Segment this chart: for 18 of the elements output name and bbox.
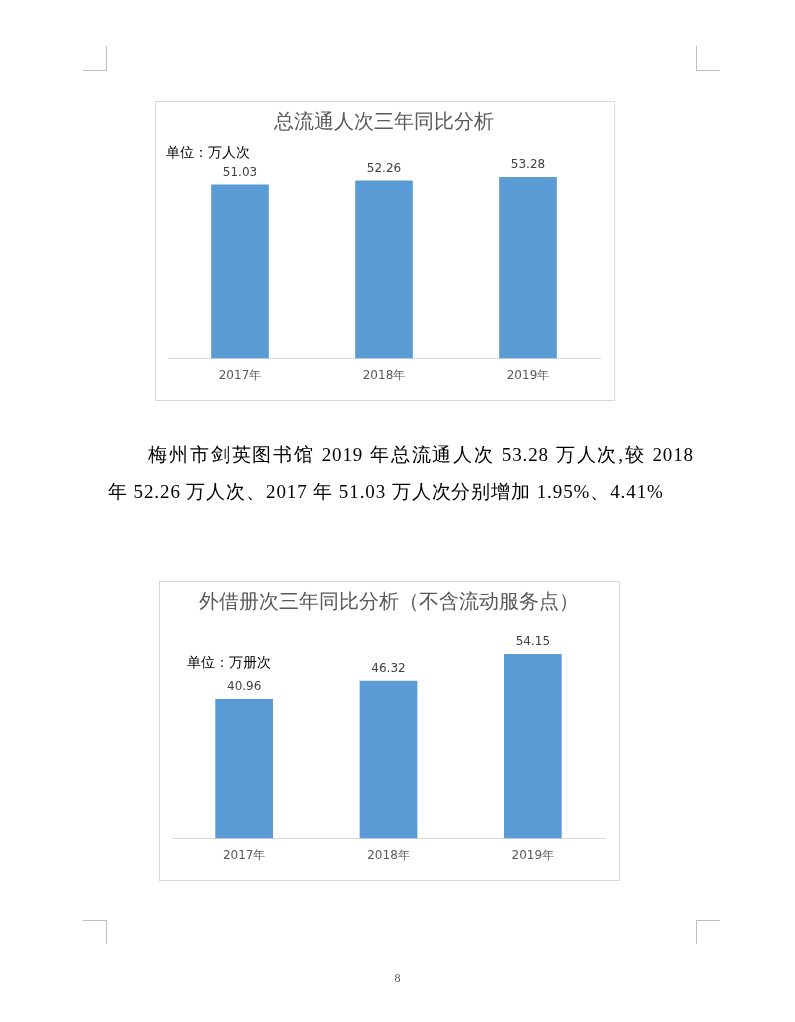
data-label: 51.03 — [222, 164, 258, 179]
x-tick-label: 2018年 — [367, 847, 410, 862]
data-label: 53.28 — [510, 157, 546, 172]
x-tick-label: 2017年 — [222, 847, 266, 862]
chart-title: 外借册次三年同比分析（不含流动服务点） — [198, 589, 579, 614]
text: 梅州市剑英图书馆 2019 年总流通人次 53.28 万人次,较 2018 年 52.26 万人次、2017 年 51.03 万人次分别增加 1.95%、4.41% — [108, 443, 694, 504]
data-label: 40.96 — [226, 679, 262, 694]
x-tick-label: 2018年 — [362, 367, 406, 382]
chart-title: 总流通人次三年同比分析 — [273, 109, 494, 134]
x-tick-label: 2019年 — [506, 367, 550, 382]
text: 8 — [393, 971, 402, 986]
data-label: 46.32 — [371, 660, 406, 675]
x-tick-label: 2017年 — [218, 367, 262, 382]
x-tick-label: 2019年 — [511, 847, 555, 862]
data-label: 52.26 — [366, 160, 402, 175]
text: 单位：万人次 — [166, 143, 250, 160]
annotation: 单位：万册次 — [187, 653, 271, 670]
data-label: 54.15 — [515, 634, 551, 649]
